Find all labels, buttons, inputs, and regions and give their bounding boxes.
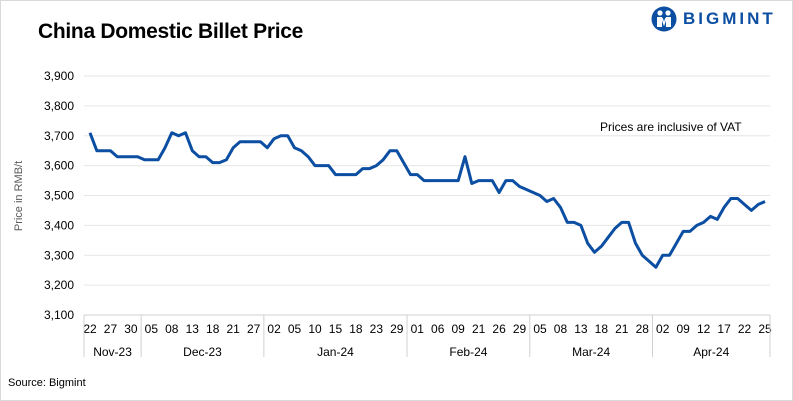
month-label: Mar-24 — [572, 345, 610, 359]
x-tick-label: 25 — [758, 322, 772, 336]
y-axis-label: Price in RMB/t — [13, 161, 25, 231]
y-tick-label: 3,300 — [44, 248, 74, 262]
x-tick-label: 21 — [227, 322, 241, 336]
x-tick-label: 21 — [472, 322, 486, 336]
y-tick-label: 3,500 — [44, 189, 74, 203]
y-tick-label: 3,900 — [44, 69, 74, 83]
x-tick-label: 28 — [636, 322, 650, 336]
x-tick-label: 27 — [247, 322, 261, 336]
x-tick-label: 23 — [370, 322, 384, 336]
source-note: Source: Bigmint — [8, 377, 86, 389]
price-line — [88, 131, 766, 269]
y-tick-label: 3,400 — [44, 218, 74, 232]
x-tick-label: 01 — [411, 322, 425, 336]
bigmint-logo-icon — [651, 6, 677, 32]
month-label: Nov-23 — [93, 345, 132, 359]
x-tick-label: 09 — [452, 322, 466, 336]
vat-annotation: Prices are inclusive of VAT — [600, 120, 742, 134]
y-tick-label: 3,100 — [44, 308, 74, 322]
x-tick-label: 02 — [656, 322, 670, 336]
x-tick-label: 29 — [513, 322, 527, 336]
x-tick-label: 17 — [717, 322, 731, 336]
x-tick-label: 13 — [186, 322, 200, 336]
y-tick-label: 3,700 — [44, 129, 74, 143]
x-tick-label: 27 — [104, 322, 118, 336]
y-tick-label: 3,800 — [44, 99, 74, 113]
month-label: Dec-23 — [183, 345, 222, 359]
x-tick-label: 30 — [124, 322, 138, 336]
bigmint-logo: BIGMINT — [651, 6, 776, 32]
x-tick-label: 15 — [329, 322, 343, 336]
x-tick-label: 18 — [206, 322, 220, 336]
month-label: Feb-24 — [449, 345, 487, 359]
x-tick-label: 08 — [165, 322, 179, 336]
x-tick-label: 10 — [308, 322, 322, 336]
x-tick-label: 21 — [615, 322, 629, 336]
x-tick-label: 08 — [554, 322, 568, 336]
x-tick-label: 22 — [738, 322, 752, 336]
chart-title: China Domestic Billet Price — [38, 20, 303, 43]
month-label: Jan-24 — [317, 345, 354, 359]
x-tick-label: 18 — [349, 322, 363, 336]
x-tick-label: 05 — [145, 322, 159, 336]
x-tick-label: 18 — [595, 322, 609, 336]
y-tick-label: 3,600 — [44, 159, 74, 173]
logo-text: BIGMINT — [683, 9, 776, 28]
x-tick-label: 06 — [431, 322, 445, 336]
x-tick-label: 05 — [533, 322, 547, 336]
x-tick-label: 12 — [697, 322, 711, 336]
x-tick-label: 22 — [83, 322, 97, 336]
x-tick-label: 09 — [677, 322, 691, 336]
x-tick-label: 29 — [390, 322, 404, 336]
x-tick-label: 26 — [492, 322, 506, 336]
x-tick-label: 13 — [574, 322, 588, 336]
x-tick-label: 02 — [267, 322, 281, 336]
x-tick-label: 05 — [288, 322, 302, 336]
month-label: Apr-24 — [693, 345, 729, 359]
y-tick-label: 3,200 — [44, 278, 74, 292]
